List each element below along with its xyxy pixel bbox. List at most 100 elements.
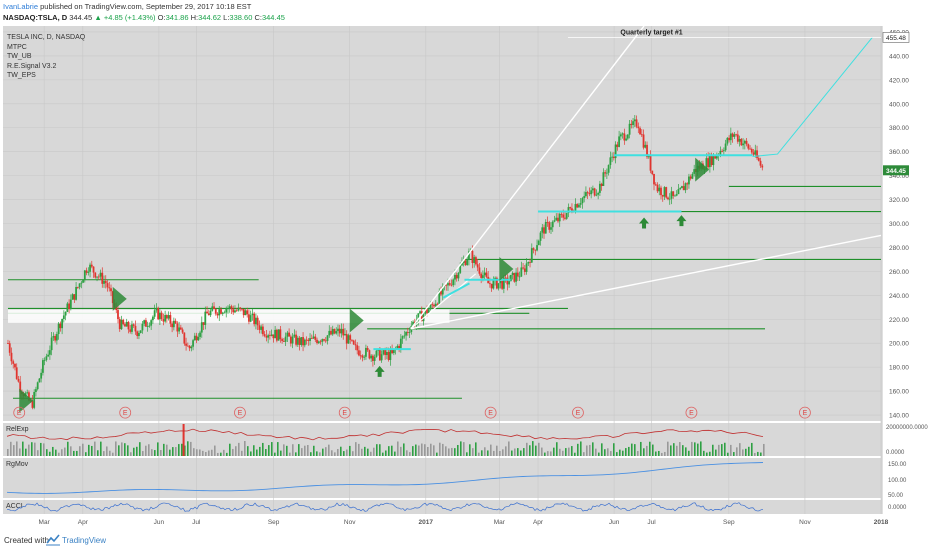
candle-body [178, 327, 180, 332]
candle-body [663, 187, 666, 197]
volume-bar [316, 451, 318, 456]
tradingview-logo-icon [46, 534, 60, 546]
candle-body [452, 279, 455, 286]
candle-body [518, 276, 521, 278]
last-price-box [883, 165, 909, 176]
candle-body [511, 272, 514, 276]
candle-body [55, 334, 58, 341]
candle-body [461, 262, 463, 266]
candle-body [255, 317, 257, 325]
legend-item-mtpc[interactable]: MTPC [7, 43, 27, 51]
volume-bar [343, 451, 345, 456]
candle-body [7, 343, 9, 344]
candle-body [61, 319, 64, 329]
candle-body [244, 310, 247, 316]
candle-body [688, 176, 690, 185]
volume-bar [253, 445, 255, 456]
candle-body [235, 310, 238, 312]
earnings-marker [572, 406, 584, 419]
candle-body [232, 309, 235, 313]
candle-body [384, 350, 387, 356]
candle-body [618, 136, 620, 147]
candle-body [115, 307, 118, 311]
y-tick-label: 200.00 [889, 341, 909, 348]
legend-item-resignal[interactable]: R.E.Signal V3.2 [7, 62, 57, 70]
candle-body [731, 133, 734, 137]
candle-body [328, 330, 331, 336]
volume-bar [487, 450, 489, 456]
volume-bar [589, 444, 591, 456]
volume-bar [310, 452, 312, 456]
candle-body [612, 156, 615, 159]
candle-body [28, 392, 30, 401]
candle-body [181, 329, 184, 333]
candle-body [495, 277, 498, 289]
volume-bar [109, 450, 111, 456]
volume-bar [625, 448, 627, 456]
candle-body [574, 204, 577, 212]
legend-item-symbol[interactable]: TESLA INC, D, NASDAQ [7, 34, 86, 41]
candle-body [625, 138, 627, 141]
candle-body [192, 340, 194, 347]
candle-body [515, 272, 517, 282]
candle-body [454, 274, 456, 280]
rgmov-line [6, 462, 764, 494]
volume-bar [358, 443, 360, 456]
legend-item-tw-eps[interactable]: TW_EPS [7, 72, 36, 80]
volume-bar [277, 442, 279, 456]
volume-bar [91, 445, 93, 456]
volume-bar [88, 444, 90, 456]
candle-body [158, 312, 161, 320]
candle-body [513, 272, 516, 282]
candle-body [506, 277, 509, 285]
candle-body [527, 262, 530, 264]
candle-body [434, 303, 437, 307]
candle-body [682, 186, 685, 191]
candle-body [611, 156, 614, 158]
candle-body [462, 260, 465, 263]
candle-body [502, 277, 505, 289]
signal-triangles [19, 157, 710, 413]
candle-body [504, 277, 507, 279]
volume-bar [490, 444, 492, 456]
volume-bar [280, 450, 282, 456]
candle-body [361, 355, 364, 358]
symbol-label[interactable]: NASDAQ:TSLA, D [3, 13, 68, 22]
legend-item-tw-ub[interactable]: TW_UB [7, 53, 32, 61]
candle-body [644, 144, 647, 148]
tradingview-brand[interactable]: TradingView [62, 536, 107, 545]
candle-body [186, 345, 189, 347]
volume-bar [16, 441, 18, 456]
candle-body [729, 133, 732, 141]
candle-body [38, 378, 41, 383]
volume-bar [742, 449, 744, 456]
candle-body [279, 329, 282, 340]
candle-body [272, 334, 275, 339]
candle-body [148, 325, 151, 327]
candle-body [468, 251, 470, 260]
candle-body [457, 272, 460, 279]
candle-body [408, 332, 411, 333]
indicator-legend: TESLA INC, D, NASDAQ MTPC TW_UB R.E.Sign… [7, 33, 85, 81]
candle-body [478, 267, 481, 274]
volume-bar [142, 451, 144, 456]
signal-triangle [695, 157, 710, 182]
candle-body [179, 327, 182, 330]
author-link[interactable]: IvanLabrie [3, 2, 39, 11]
candle-body [602, 172, 605, 187]
target-price-label: 455.48 [886, 35, 906, 42]
volume-bar [232, 448, 234, 456]
candle-body [693, 169, 696, 174]
candle-body [405, 332, 407, 336]
candle-body [19, 381, 22, 393]
candle-body [654, 184, 657, 186]
candle-body [117, 310, 119, 320]
candle-body [326, 335, 329, 341]
volume-bar [457, 444, 459, 456]
candle-body [145, 320, 147, 327]
candle-body [445, 284, 448, 286]
candle-body [539, 232, 542, 241]
candle-body [78, 283, 81, 288]
